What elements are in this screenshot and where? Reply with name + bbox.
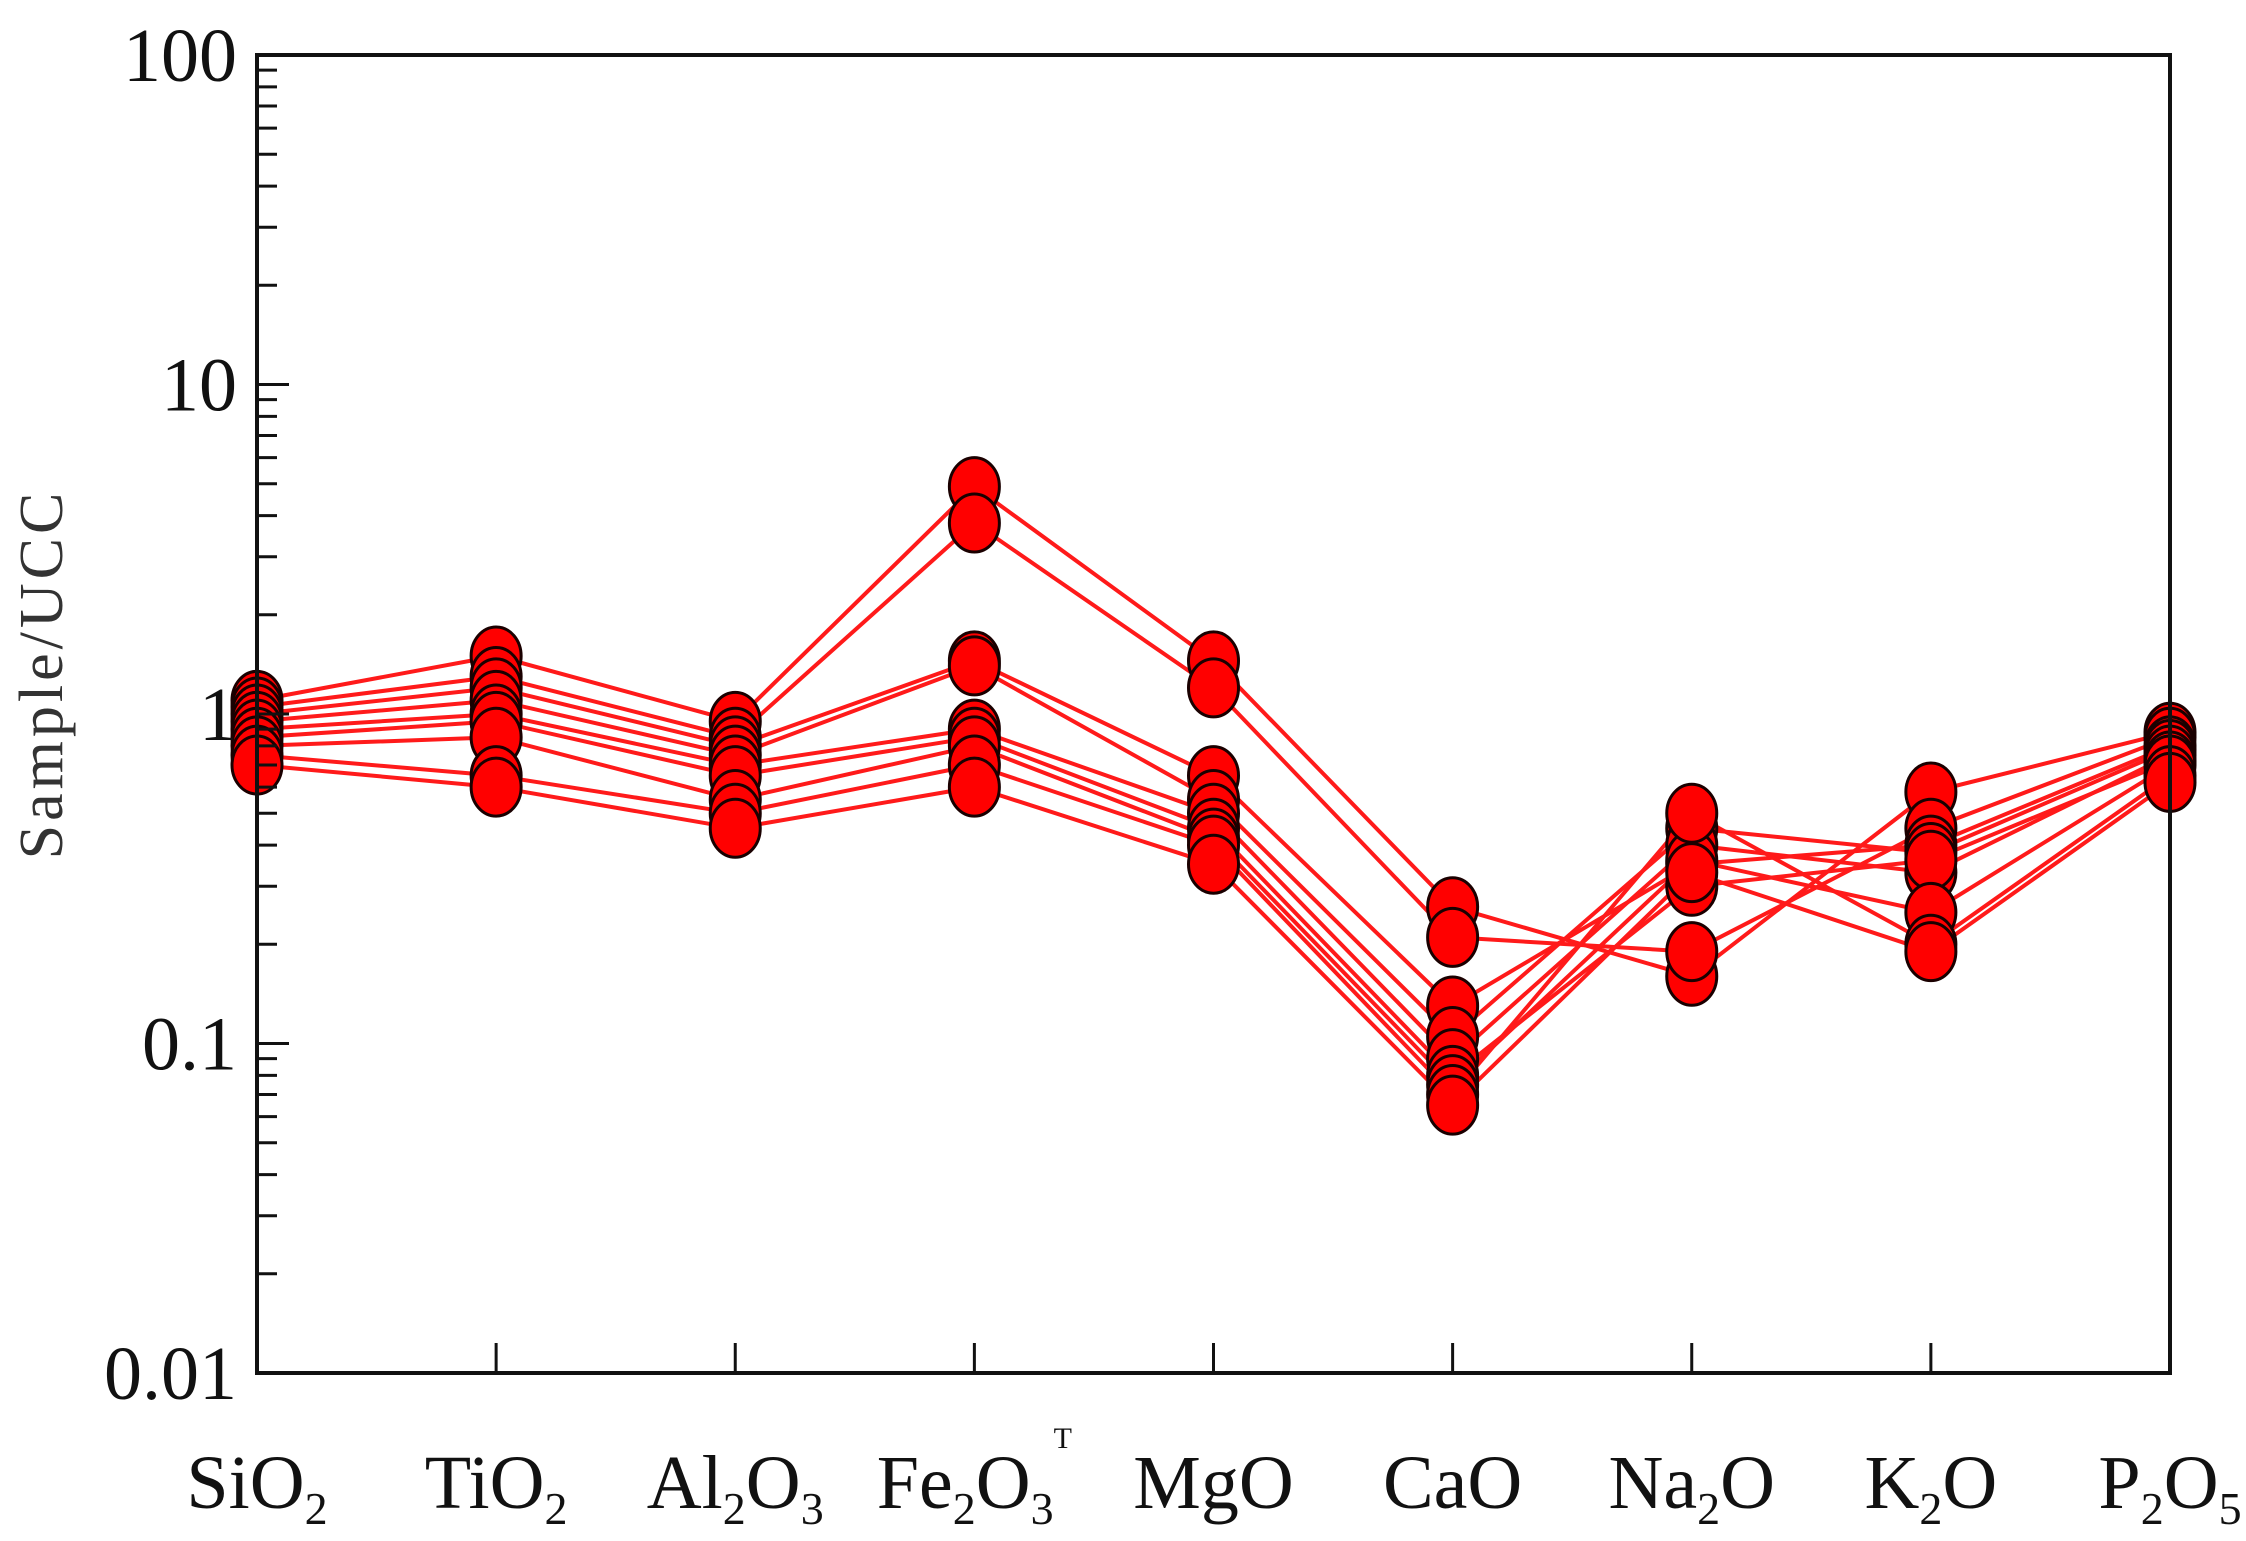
data-point	[1426, 1074, 1480, 1136]
y-tick-label: 10	[161, 344, 237, 428]
x-category-labels: SiO2 TiO2 Al2O3 Fe2O3T MgO CaO Na2O K2O P2O5	[186, 1422, 2241, 1534]
data-point	[947, 492, 1001, 554]
data-point	[947, 756, 1001, 818]
x-category-label: K2O	[1864, 1441, 1997, 1534]
x-category-label: Fe2O3T	[877, 1422, 1072, 1534]
y-tick-label: 0.01	[104, 1332, 237, 1416]
x-category-label: MgO	[1133, 1441, 1293, 1525]
data-point	[1665, 782, 1719, 844]
data-point	[1665, 921, 1719, 983]
data-point	[708, 797, 762, 859]
axis-ticks	[255, 53, 2172, 1375]
y-tick-label: 0.1	[142, 1003, 237, 1087]
data-point	[1426, 906, 1480, 968]
x-category-label: Na2O	[1608, 1441, 1775, 1534]
x-category-label: TiO2	[425, 1441, 568, 1534]
data-point	[1187, 657, 1240, 719]
data-point	[1904, 829, 1958, 891]
x-category-label: CaO	[1383, 1441, 1522, 1525]
data-point	[1904, 921, 1958, 983]
y-tick-label: 1	[199, 673, 237, 757]
y-axis-title: Sample/UCC	[8, 489, 76, 860]
x-category-label: SiO2	[186, 1441, 327, 1534]
y-tick-label: 100	[123, 14, 237, 98]
x-category-label: P2O5	[2098, 1441, 2241, 1534]
data-markers	[230, 456, 2197, 1136]
data-point	[1665, 842, 1719, 904]
data-point	[469, 756, 523, 818]
y-tick-labels: 100 10 1 0.1 0.01	[104, 14, 237, 1416]
x-category-label: Al2O3	[647, 1441, 824, 1534]
data-point	[1187, 833, 1240, 895]
data-point	[947, 635, 1001, 697]
